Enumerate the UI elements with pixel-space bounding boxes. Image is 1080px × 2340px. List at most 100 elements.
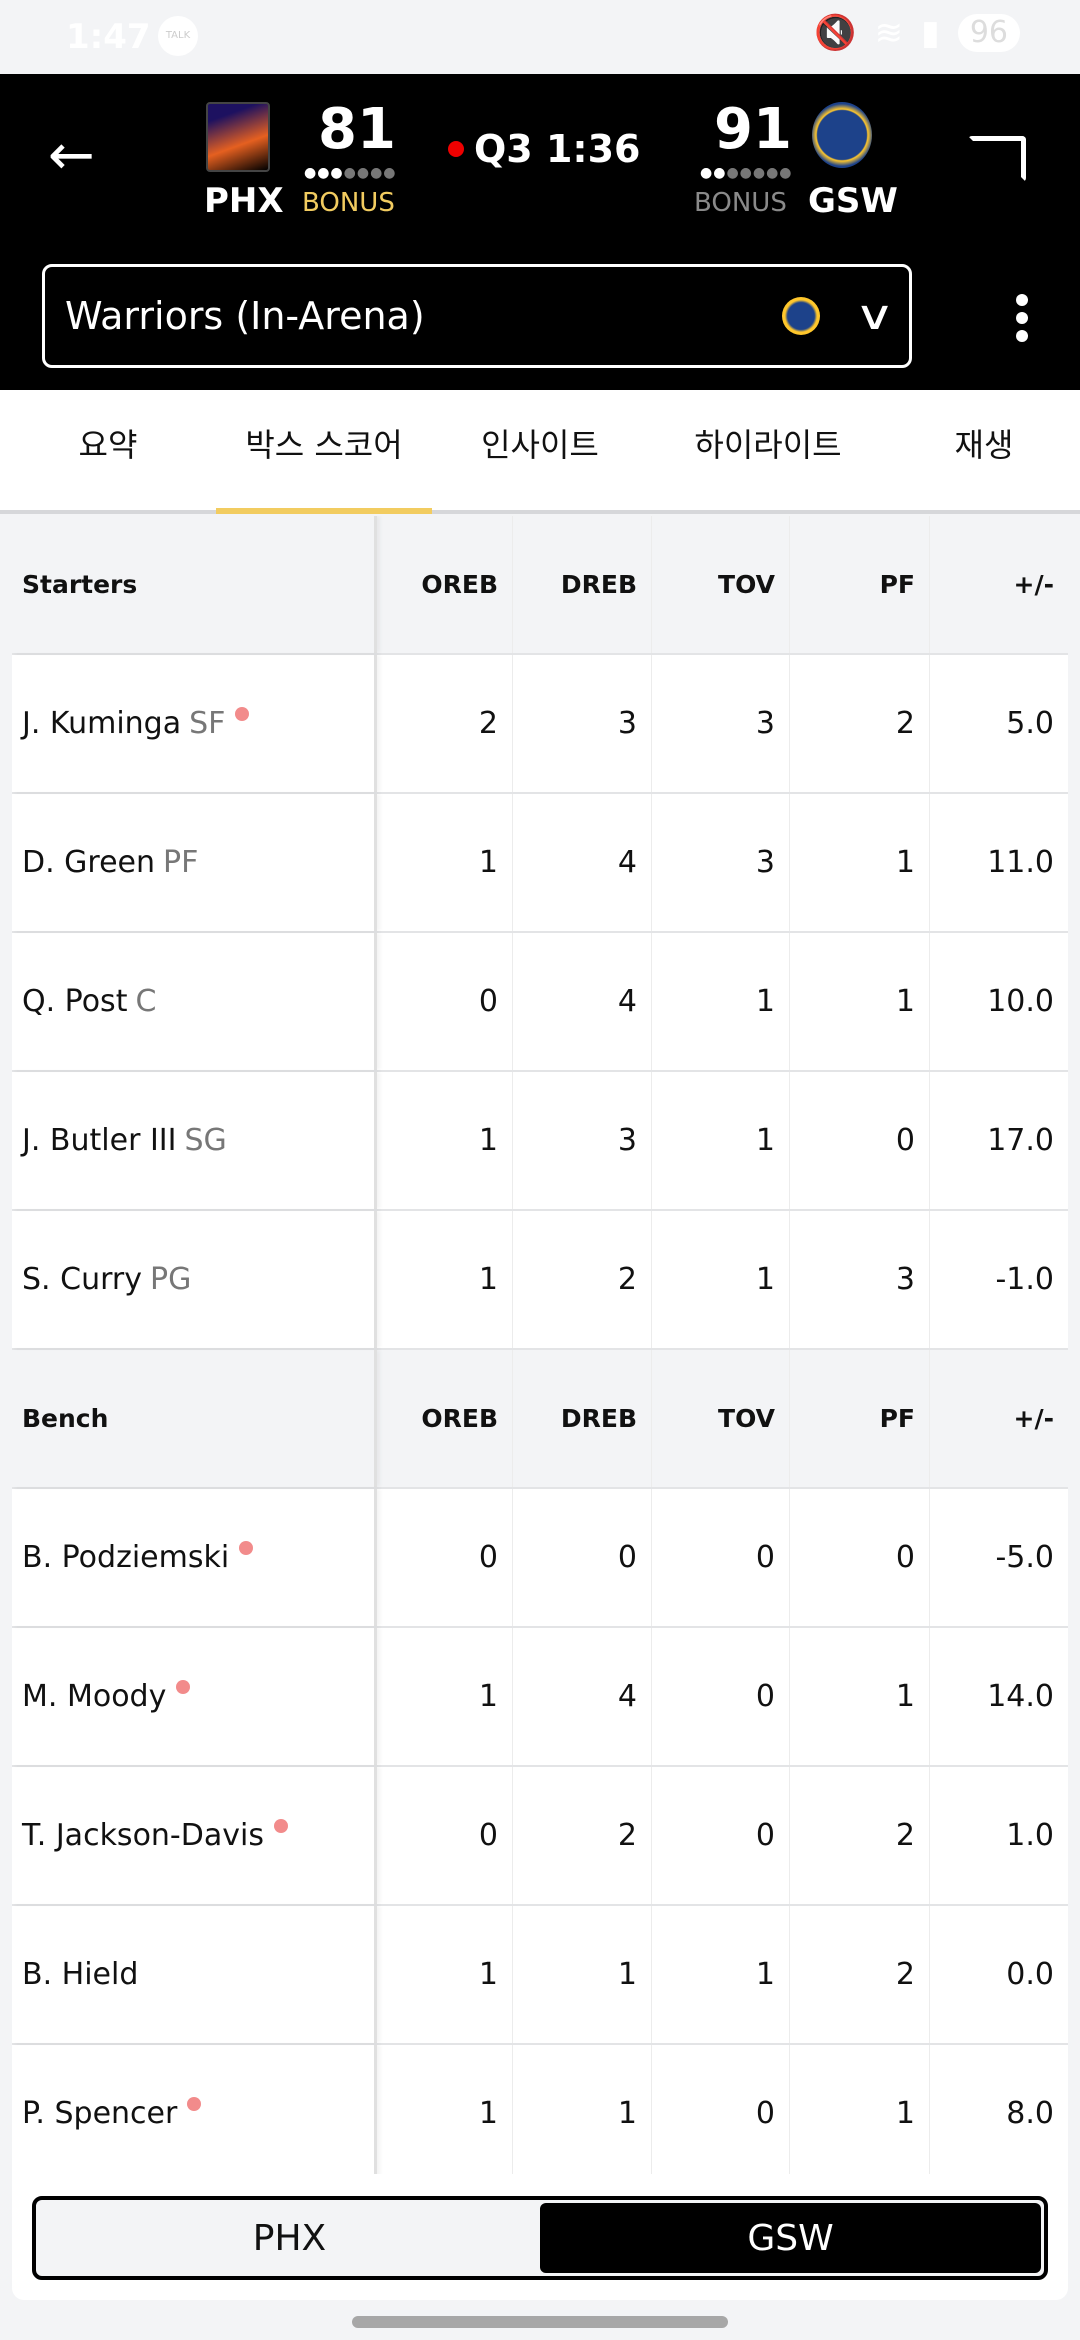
mute-icon: 🔇 <box>814 13 857 53</box>
signal-icon: ▮ <box>921 13 940 53</box>
stat-cell: 2 <box>790 655 930 792</box>
player-row[interactable]: B. Hield 1 1 1 2 0.0 <box>12 1906 1068 2045</box>
column-header[interactable]: +/- <box>1013 1404 1054 1433</box>
column-header[interactable]: TOV <box>652 1350 790 1487</box>
stat-cell: 1.0 <box>1006 1818 1054 1853</box>
player-name: B. Podziemski <box>22 1540 230 1575</box>
stat-cell: 3 <box>513 655 652 792</box>
tab-summary[interactable]: 요약 <box>78 426 138 464</box>
stat-cell: 1 <box>790 933 930 1070</box>
column-header[interactable]: +/- <box>1013 570 1054 599</box>
stat-cell: 3 <box>652 794 790 931</box>
stat-cell: 1 <box>377 1211 513 1348</box>
player-row[interactable]: D. Green PF 1 4 3 1 11.0 <box>12 794 1068 933</box>
stat-cell: 3 <box>790 1211 930 1348</box>
more-options-icon[interactable] <box>1016 294 1028 342</box>
on-court-indicator-icon <box>273 1818 288 1833</box>
stat-cell: 0 <box>377 1767 513 1904</box>
section-header-starters: Starters OREB DREB TOV PF +/- <box>12 516 1068 655</box>
stat-cell: 1 <box>790 2045 930 2174</box>
column-header[interactable]: PF <box>790 516 930 653</box>
box-score-table[interactable]: Starters OREB DREB TOV PF +/- J. Kuminga SF 2 3 3 2… <box>12 516 1068 2174</box>
team-toggle-phx[interactable]: PHX <box>252 2217 327 2259</box>
stat-cell: 3 <box>652 655 790 792</box>
column-header[interactable]: TOV <box>652 516 790 653</box>
tab-insights[interactable]: 인사이트 <box>481 426 599 464</box>
player-row[interactable]: S. Curry PG 1 2 1 3 -1.0 <box>12 1211 1068 1350</box>
stat-cell: 10.0 <box>987 984 1054 1019</box>
column-header[interactable]: OREB <box>377 1350 513 1487</box>
player-name: J. Butler III <box>22 1123 177 1158</box>
stat-cell: 0 <box>377 933 513 1070</box>
player-name: D. Green <box>22 845 156 880</box>
home-bonus: BONUS <box>302 188 395 218</box>
chevron-down-icon: ∨ <box>853 293 895 339</box>
player-name-cell[interactable]: M. Moody <box>12 1628 377 1765</box>
stat-cell: 0 <box>652 1489 790 1626</box>
team-toggle-gsw[interactable]: GSW <box>540 2203 1041 2273</box>
stat-cell: 0 <box>790 1072 930 1209</box>
stat-cell: 0 <box>513 1489 652 1626</box>
player-name-cell[interactable]: J. Kuminga SF <box>12 655 377 792</box>
stat-cell: 14.0 <box>987 1679 1054 1714</box>
away-abbr: GSW <box>808 181 898 221</box>
player-name-cell[interactable]: P. Spencer <box>12 2045 377 2174</box>
home-timeouts: ●●●●●●● <box>304 165 397 181</box>
player-position: PF <box>163 845 199 880</box>
team-toggle: PHX GSW <box>32 2196 1048 2280</box>
home-indicator[interactable] <box>352 2316 728 2328</box>
cast-icon[interactable] <box>968 136 1026 182</box>
column-header[interactable]: OREB <box>377 516 513 653</box>
player-name-cell[interactable]: Q. Post C <box>12 933 377 1070</box>
player-name-cell[interactable]: J. Butler III SG <box>12 1072 377 1209</box>
feed-selector[interactable]: Warriors (In-Arena) ∨ <box>42 264 912 368</box>
stat-cell: 1 <box>652 1072 790 1209</box>
player-name: T. Jackson-Davis <box>22 1818 264 1853</box>
stat-cell: 1 <box>652 1906 790 2043</box>
stat-cell: 1 <box>790 1628 930 1765</box>
on-court-indicator-icon <box>187 2096 202 2111</box>
status-time: 1:47 <box>66 17 151 57</box>
section-title: Bench <box>12 1350 377 1487</box>
game-clock: Q3 1:36 <box>448 130 641 168</box>
player-row[interactable]: T. Jackson-Davis 0 2 0 2 1.0 <box>12 1767 1068 1906</box>
player-row[interactable]: M. Moody 1 4 0 1 14.0 <box>12 1628 1068 1767</box>
player-name: B. Hield <box>22 1957 139 1992</box>
suns-logo <box>206 102 270 172</box>
stat-cell: 2 <box>377 655 513 792</box>
player-name-cell[interactable]: B. Hield <box>12 1906 377 2043</box>
on-court-indicator-icon <box>235 706 250 721</box>
stat-cell: 4 <box>513 933 652 1070</box>
player-row[interactable]: J. Kuminga SF 2 3 3 2 5.0 <box>12 655 1068 794</box>
stat-cell: 17.0 <box>987 1123 1054 1158</box>
live-dot-icon <box>448 141 464 157</box>
on-court-indicator-icon <box>239 1540 254 1555</box>
player-name-cell[interactable]: D. Green PF <box>12 794 377 931</box>
player-row[interactable]: Q. Post C 0 4 1 1 10.0 <box>12 933 1068 1072</box>
wifi-icon: ≋ <box>874 13 904 53</box>
player-name-cell[interactable]: S. Curry PG <box>12 1211 377 1348</box>
tab-box-score[interactable]: 박스 스코어 <box>216 390 432 514</box>
stat-cell: 2 <box>513 1767 652 1904</box>
stat-cell: 0 <box>790 1489 930 1626</box>
column-header[interactable]: DREB <box>513 1350 652 1487</box>
stat-cell: 5.0 <box>1006 706 1054 741</box>
player-row[interactable]: P. Spencer 1 1 0 1 8.0 <box>12 2045 1068 2174</box>
column-header[interactable]: DREB <box>513 516 652 653</box>
away-score: 91 <box>714 97 792 162</box>
column-header[interactable]: PF <box>790 1350 930 1487</box>
stat-cell: 1 <box>513 2045 652 2174</box>
stat-cell: 8.0 <box>1006 2096 1054 2131</box>
player-name: P. Spencer <box>22 2096 178 2131</box>
player-row[interactable]: B. Podziemski 0 0 0 0 -5.0 <box>12 1489 1068 1628</box>
stat-cell: 1 <box>377 1906 513 2043</box>
player-name-cell[interactable]: B. Podziemski <box>12 1489 377 1626</box>
tab-playback[interactable]: 재생 <box>954 426 1014 464</box>
stat-cell: 1 <box>790 794 930 931</box>
player-row[interactable]: J. Butler III SG 1 3 1 0 17.0 <box>12 1072 1068 1211</box>
feed-label: Warriors (In-Arena) <box>65 294 425 338</box>
player-name-cell[interactable]: T. Jackson-Davis <box>12 1767 377 1904</box>
tab-bar: 요약 박스 스코어 인사이트 하이라이트 재생 <box>0 390 1080 514</box>
tab-highlights[interactable]: 하이라이트 <box>694 426 842 464</box>
back-arrow-icon[interactable]: ← <box>48 123 95 188</box>
